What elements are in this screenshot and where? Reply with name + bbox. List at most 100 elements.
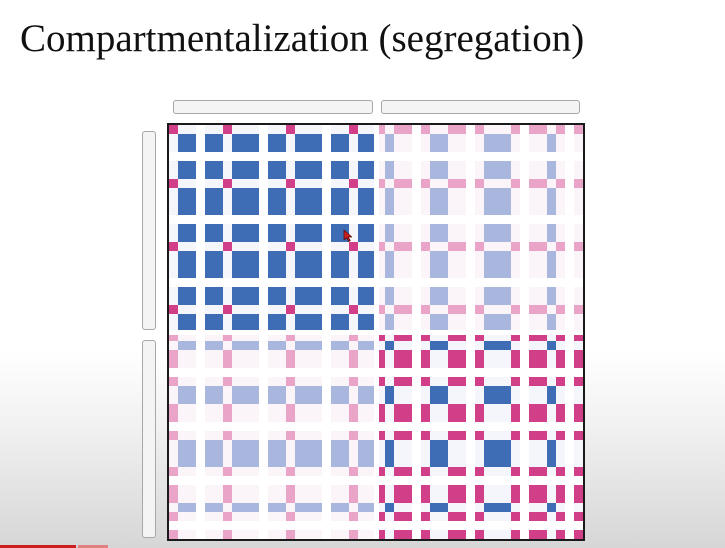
matrix-cell (430, 215, 440, 225)
matrix-cell (277, 386, 287, 396)
matrix-cell (286, 152, 296, 162)
matrix-cell (223, 512, 233, 522)
matrix-cell (439, 269, 449, 279)
matrix-cell (502, 143, 512, 153)
matrix-cell (385, 260, 395, 270)
matrix-cell (466, 413, 476, 423)
matrix-cell (475, 404, 485, 414)
matrix-cell (529, 206, 539, 216)
matrix-cell (376, 215, 386, 225)
matrix-cell (223, 449, 233, 459)
matrix-cell (430, 404, 440, 414)
matrix-cell (565, 503, 575, 513)
matrix-cell (349, 242, 359, 252)
matrix-cell (394, 350, 404, 360)
matrix-cell (313, 440, 323, 450)
matrix-cell (178, 215, 188, 225)
matrix-cell (196, 305, 206, 315)
matrix-cell (493, 296, 503, 306)
matrix-cell (187, 305, 197, 315)
matrix-cell (448, 233, 458, 243)
matrix-cell (286, 179, 296, 189)
matrix-cell (178, 197, 188, 207)
matrix-cell (565, 206, 575, 216)
matrix-cell (241, 332, 251, 342)
matrix-cell (574, 197, 583, 207)
matrix-cell (502, 521, 512, 531)
matrix-cell (475, 296, 485, 306)
matrix-cell (205, 422, 215, 432)
matrix-cell (358, 152, 368, 162)
matrix-cell (367, 206, 377, 216)
matrix-cell (385, 161, 395, 171)
matrix-cell (466, 422, 476, 432)
matrix-cell (520, 359, 530, 369)
matrix-cell (232, 296, 242, 306)
matrix-cell (286, 377, 296, 387)
matrix-cell (187, 512, 197, 522)
matrix-cell (385, 449, 395, 459)
matrix-cell (367, 395, 377, 405)
matrix-cell (421, 359, 431, 369)
matrix-cell (574, 305, 583, 315)
matrix-cell (313, 224, 323, 234)
matrix-cell (403, 512, 413, 522)
matrix-cell (277, 467, 287, 477)
matrix-cell (556, 215, 566, 225)
matrix-cell (529, 143, 539, 153)
matrix-cell (376, 422, 386, 432)
matrix-cell (448, 170, 458, 180)
matrix-cell (259, 287, 269, 297)
matrix-cell (322, 278, 332, 288)
matrix-cell (529, 413, 539, 423)
matrix-cell (169, 251, 179, 261)
matrix-cell (538, 521, 548, 531)
matrix-cell (277, 395, 287, 405)
matrix-cell (421, 233, 431, 243)
matrix-cell (430, 350, 440, 360)
matrix-cell (187, 233, 197, 243)
matrix-cell (187, 323, 197, 333)
matrix-cell (223, 440, 233, 450)
matrix-cell (259, 188, 269, 198)
matrix-cell (169, 314, 179, 324)
matrix-cell (286, 143, 296, 153)
matrix-cell (502, 188, 512, 198)
matrix-cell (385, 431, 395, 441)
matrix-cell (196, 143, 206, 153)
matrix-cell (214, 224, 224, 234)
matrix-cell (538, 161, 548, 171)
matrix-cell (196, 152, 206, 162)
matrix-cell (529, 440, 539, 450)
matrix-cell (358, 206, 368, 216)
matrix-cell (286, 521, 296, 531)
matrix-cell (259, 278, 269, 288)
matrix-cell (331, 134, 341, 144)
matrix-cell (493, 197, 503, 207)
matrix-cell (268, 305, 278, 315)
matrix-cell (340, 323, 350, 333)
matrix-cell (205, 449, 215, 459)
matrix-cell (502, 242, 512, 252)
matrix-cell (223, 350, 233, 360)
video-progress-bar (0, 545, 110, 548)
matrix-cell (520, 125, 530, 135)
matrix-cell (412, 269, 422, 279)
matrix-cell (493, 269, 503, 279)
matrix-cell (466, 305, 476, 315)
matrix-cell (394, 152, 404, 162)
matrix-cell (232, 368, 242, 378)
matrix-cell (394, 251, 404, 261)
matrix-cell (178, 305, 188, 315)
matrix-cell (547, 350, 557, 360)
matrix-cell (457, 422, 467, 432)
matrix-cell (358, 260, 368, 270)
matrix-cell (223, 476, 233, 486)
matrix-cell (340, 404, 350, 414)
matrix-cell (169, 350, 179, 360)
matrix-cell (349, 512, 359, 522)
matrix-cell (367, 440, 377, 450)
matrix-cell (376, 467, 386, 477)
matrix-cell (457, 521, 467, 531)
matrix-cell (277, 359, 287, 369)
